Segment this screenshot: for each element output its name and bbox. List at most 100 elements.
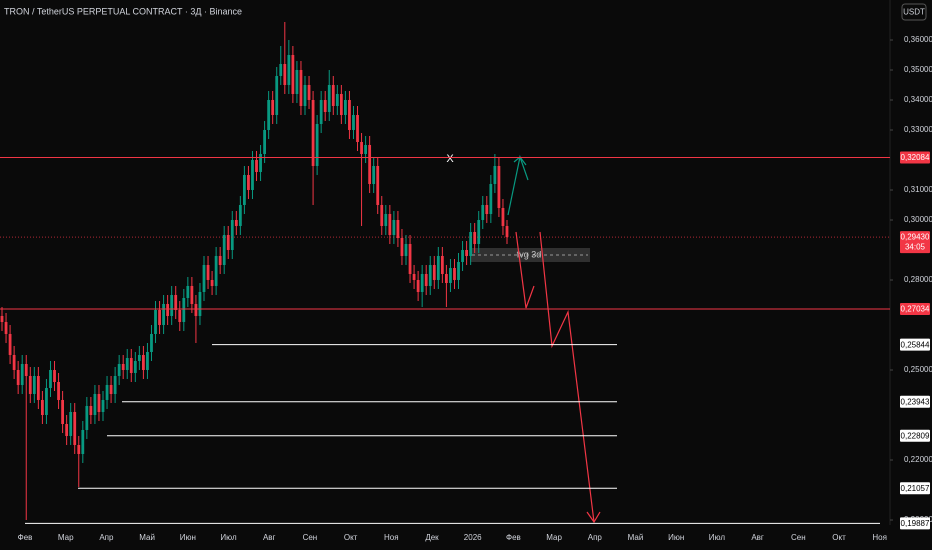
candle-body xyxy=(20,363,24,385)
fvg-zone xyxy=(470,248,590,262)
candle-body xyxy=(89,405,93,415)
candle-body xyxy=(218,255,222,265)
candle-body xyxy=(315,123,319,166)
currency-label[interactable]: USDT xyxy=(903,8,925,17)
y-tick-label: 0,34000 xyxy=(904,95,932,104)
candle-body xyxy=(142,354,145,370)
candle-body xyxy=(295,69,299,94)
last-price-tag xyxy=(900,231,930,254)
x-tick-label: Авг xyxy=(751,533,764,542)
candle-body xyxy=(445,273,448,283)
candle-body xyxy=(125,357,129,370)
x-tick-label: Дек xyxy=(425,533,439,542)
x-tick-label: Мар xyxy=(546,533,562,542)
candle-body xyxy=(206,264,210,280)
candle-body xyxy=(154,309,157,334)
candle-body xyxy=(251,159,254,190)
candle-body xyxy=(243,174,246,205)
x-tick-label: Ноя xyxy=(384,533,399,542)
candle-body xyxy=(404,243,408,256)
candle-body xyxy=(420,273,424,292)
candle-body xyxy=(388,213,392,235)
x-tick-label: Авг xyxy=(263,533,276,542)
currency-button[interactable] xyxy=(901,3,927,21)
candle-body xyxy=(166,303,170,316)
candle-body xyxy=(356,114,359,142)
candle-body xyxy=(489,183,493,214)
x-tick-label: Фев xyxy=(506,533,521,542)
candle-body xyxy=(222,234,226,265)
price-tag-label: 0,32084 xyxy=(901,153,930,162)
candle-body xyxy=(501,207,505,226)
candle-body xyxy=(69,411,73,436)
y-tick-label: 0,36000 xyxy=(904,35,932,44)
candle-body xyxy=(121,363,125,370)
candle-body xyxy=(178,309,182,322)
candle-body xyxy=(65,423,69,436)
candle-body xyxy=(287,54,291,85)
candle-body xyxy=(493,165,497,184)
candle-body xyxy=(214,255,218,286)
candle-body xyxy=(133,360,137,373)
price-tag-label: 0,21057 xyxy=(901,484,930,493)
candle-body xyxy=(339,93,343,115)
candle-body xyxy=(392,219,396,235)
candle-body xyxy=(440,255,444,274)
candle-body xyxy=(335,93,339,106)
candle-body xyxy=(331,84,335,106)
y-tick-label: 0,28000 xyxy=(904,275,932,284)
candle-body xyxy=(234,219,238,226)
fvg-box xyxy=(470,248,590,262)
candle-body xyxy=(481,204,485,220)
candle-body xyxy=(319,99,323,124)
price-tag xyxy=(900,395,930,408)
x-tick-label: Апр xyxy=(99,533,114,542)
candle-body xyxy=(81,429,85,454)
x-tick-label: Сен xyxy=(303,533,318,542)
x-marker: X xyxy=(446,153,454,165)
candle-body xyxy=(238,204,242,226)
candle-body xyxy=(368,144,372,184)
candle-body xyxy=(327,84,331,112)
candle-body xyxy=(497,165,501,208)
candle-body xyxy=(380,204,384,226)
countdown-label: 34:05 xyxy=(905,243,926,252)
candle-body xyxy=(416,279,420,292)
candle-body xyxy=(24,363,28,376)
price-tag-label: 0,23943 xyxy=(901,397,930,406)
candle-body xyxy=(36,375,40,400)
chart-title: TRON / TetherUS PERPETUAL CONTRACT · 3Д … xyxy=(4,6,242,16)
y-tick-label: 0,33000 xyxy=(904,125,932,134)
candle-body xyxy=(271,99,275,115)
candle-body xyxy=(77,444,81,454)
candle-body xyxy=(202,264,206,292)
price-tag xyxy=(900,338,930,351)
candle-body xyxy=(182,297,186,322)
candle-body xyxy=(432,264,436,280)
candle-body xyxy=(117,363,121,376)
x-tick-label: Июн xyxy=(668,533,684,542)
y-tick-label: 0,22000 xyxy=(904,455,932,464)
candle-body xyxy=(12,354,16,370)
candle-body xyxy=(158,309,161,325)
x-tick-label: Ноя xyxy=(872,533,887,542)
y-tick-label: 0,30000 xyxy=(904,215,932,224)
price-tag xyxy=(900,482,930,495)
candle-body xyxy=(32,375,36,394)
y-tick-label: 0,35000 xyxy=(904,65,932,74)
x-tick-label: 2026 xyxy=(464,533,482,542)
x-tick-label: Май xyxy=(628,533,644,542)
candle-body xyxy=(226,234,230,250)
candle-body xyxy=(283,63,287,85)
candle-body xyxy=(263,129,266,154)
x-tick-label: Окт xyxy=(832,533,846,542)
candle-body xyxy=(255,159,258,172)
candle-body xyxy=(247,174,250,190)
candle-body xyxy=(45,387,48,415)
candle-body xyxy=(473,231,477,244)
candle-body xyxy=(307,84,311,100)
price-tag xyxy=(900,151,930,164)
candle-body xyxy=(259,153,262,172)
candle-body xyxy=(8,333,12,355)
